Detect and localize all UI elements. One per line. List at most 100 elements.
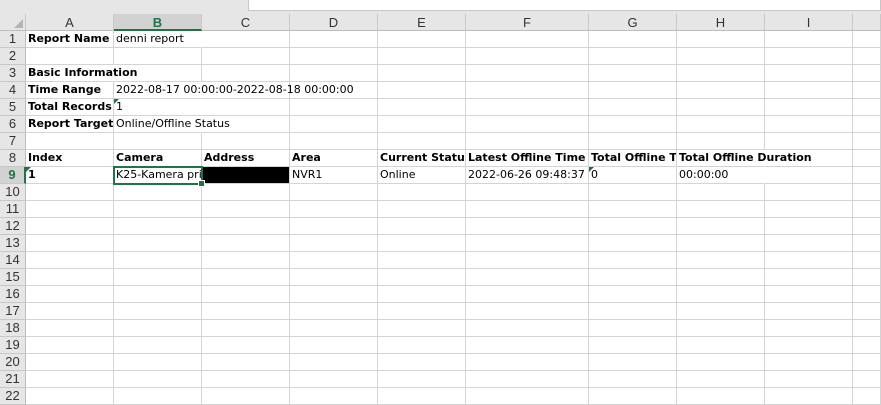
cell-A16[interactable] (26, 286, 114, 303)
cell-J20[interactable] (853, 354, 881, 371)
cell-F4[interactable] (466, 82, 589, 99)
cell-H22[interactable] (677, 388, 765, 405)
cell-C10[interactable] (202, 184, 290, 201)
column-header-j[interactable] (853, 14, 881, 31)
cell-H14[interactable] (677, 252, 765, 269)
row-header-14[interactable]: 14 (0, 252, 26, 269)
cell-G2[interactable] (589, 48, 677, 65)
cell-B16[interactable] (114, 286, 202, 303)
cell-H15[interactable] (677, 269, 765, 286)
cell-E21[interactable] (378, 371, 466, 388)
cell-B19[interactable] (114, 337, 202, 354)
cell-I14[interactable] (765, 252, 853, 269)
cell-J8[interactable] (853, 150, 881, 167)
cell-G5[interactable] (589, 99, 677, 116)
row-header-6[interactable]: 6 (0, 116, 26, 133)
cell-B2[interactable] (114, 48, 202, 65)
row-header-8[interactable]: 8 (0, 150, 26, 167)
cell-A8[interactable]: Index (26, 150, 114, 167)
column-header-A[interactable]: A (26, 14, 114, 31)
cell-I7[interactable] (765, 133, 853, 150)
cell-A20[interactable] (26, 354, 114, 371)
cell-B18[interactable] (114, 320, 202, 337)
cell-D19[interactable] (290, 337, 378, 354)
cell-H16[interactable] (677, 286, 765, 303)
cell-D2[interactable] (290, 48, 378, 65)
cell-J19[interactable] (853, 337, 881, 354)
cell-G1[interactable] (589, 31, 677, 48)
cell-I16[interactable] (765, 286, 853, 303)
cell-C7[interactable] (202, 133, 290, 150)
cell-C11[interactable] (202, 201, 290, 218)
cell-I1[interactable] (765, 31, 853, 48)
cell-C18[interactable] (202, 320, 290, 337)
cell-E5[interactable] (378, 99, 466, 116)
cell-E17[interactable] (378, 303, 466, 320)
cell-J21[interactable] (853, 371, 881, 388)
cell-D6[interactable] (290, 116, 378, 133)
column-header-E[interactable]: E (378, 14, 466, 31)
cell-F2[interactable] (466, 48, 589, 65)
row-header-4[interactable]: 4 (0, 82, 26, 99)
cell-H18[interactable] (677, 320, 765, 337)
cell-C8[interactable]: Address (202, 150, 290, 167)
cell-I5[interactable] (765, 99, 853, 116)
number-as-text-indicator-icon[interactable] (114, 99, 119, 104)
cell-A13[interactable] (26, 235, 114, 252)
cell-J3[interactable] (853, 65, 881, 82)
cell-C15[interactable] (202, 269, 290, 286)
cell-F9[interactable]: 2022-06-26 09:48:37 (466, 167, 589, 184)
cell-B9[interactable]: K25-Kamera prijem (113, 166, 222, 185)
cell-A17[interactable] (26, 303, 114, 320)
cell-C3[interactable] (202, 65, 290, 82)
cell-B15[interactable] (114, 269, 202, 286)
cell-J17[interactable] (853, 303, 881, 320)
cell-H9[interactable]: 00:00:00 (677, 167, 765, 184)
cell-F7[interactable] (466, 133, 589, 150)
cell-C20[interactable] (202, 354, 290, 371)
cell-J10[interactable] (853, 184, 881, 201)
cell-D7[interactable] (290, 133, 378, 150)
cell-D16[interactable] (290, 286, 378, 303)
cell-F20[interactable] (466, 354, 589, 371)
cell-I21[interactable] (765, 371, 853, 388)
column-header-B[interactable]: B (114, 14, 202, 31)
row-header-13[interactable]: 13 (0, 235, 26, 252)
cell-B14[interactable] (114, 252, 202, 269)
cell-C4[interactable] (202, 82, 290, 99)
cell-I11[interactable] (765, 201, 853, 218)
column-header-H[interactable]: H (677, 14, 765, 31)
cell-B10[interactable] (114, 184, 202, 201)
row-header-20[interactable]: 20 (0, 354, 26, 371)
cell-D21[interactable] (290, 371, 378, 388)
cell-E10[interactable] (378, 184, 466, 201)
cell-E1[interactable] (378, 31, 466, 48)
cell-J6[interactable] (853, 116, 881, 133)
cell-G13[interactable] (589, 235, 677, 252)
column-header-F[interactable]: F (466, 14, 589, 31)
cell-H7[interactable] (677, 133, 765, 150)
cell-B21[interactable] (114, 371, 202, 388)
cell-D12[interactable] (290, 218, 378, 235)
cell-G4[interactable] (589, 82, 677, 99)
cell-E13[interactable] (378, 235, 466, 252)
cell-G18[interactable] (589, 320, 677, 337)
cell-I20[interactable] (765, 354, 853, 371)
cell-A9[interactable]: 1 (26, 167, 114, 184)
row-header-5[interactable]: 5 (0, 99, 26, 116)
row-header-15[interactable]: 15 (0, 269, 26, 286)
row-header-10[interactable]: 10 (0, 184, 26, 201)
cell-D15[interactable] (290, 269, 378, 286)
cell-C9-redacted[interactable] (202, 167, 290, 184)
cell-C19[interactable] (202, 337, 290, 354)
cell-F12[interactable] (466, 218, 589, 235)
cell-G19[interactable] (589, 337, 677, 354)
cell-C12[interactable] (202, 218, 290, 235)
cell-G7[interactable] (589, 133, 677, 150)
cell-J12[interactable] (853, 218, 881, 235)
cell-H2[interactable] (677, 48, 765, 65)
cell-I2[interactable] (765, 48, 853, 65)
cell-A21[interactable] (26, 371, 114, 388)
cell-F21[interactable] (466, 371, 589, 388)
cell-G10[interactable] (589, 184, 677, 201)
